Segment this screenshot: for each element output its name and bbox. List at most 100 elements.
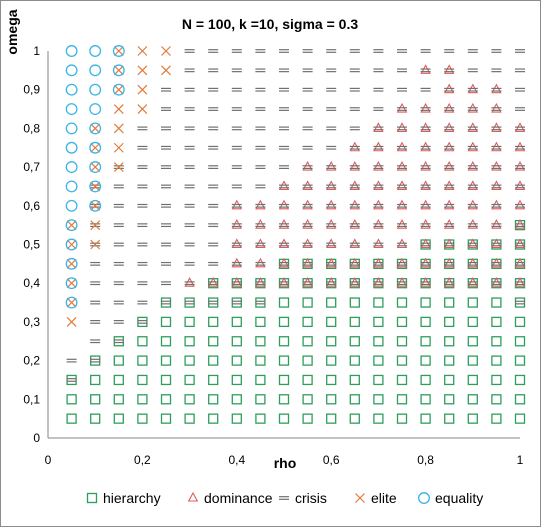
hierarchy-marker (255, 336, 266, 347)
crisis-marker (444, 242, 455, 247)
crisis-marker (231, 300, 242, 305)
elite-marker (113, 46, 124, 56)
crisis-marker (467, 145, 478, 150)
equality-marker (89, 103, 102, 116)
crisis-marker (137, 223, 148, 228)
crisis-marker (161, 107, 171, 111)
crisis-marker (420, 281, 431, 286)
crisis-marker (373, 281, 384, 286)
crisis-marker (326, 87, 337, 92)
crisis-marker (208, 281, 219, 286)
hierarchy-marker (208, 355, 219, 366)
crisis-marker (184, 223, 195, 228)
hierarchy-marker (514, 297, 526, 308)
hierarchy-marker (90, 355, 101, 366)
hierarchy-marker (373, 297, 384, 308)
hierarchy-marker (444, 336, 455, 347)
elite-marker (137, 65, 148, 76)
crisis-marker (420, 68, 431, 73)
crisis-marker (444, 281, 455, 286)
crisis-marker (161, 261, 171, 266)
crisis-marker (349, 242, 360, 247)
crisis-marker (373, 107, 384, 111)
x-tick-label: 1 (517, 453, 524, 467)
crisis-marker (397, 165, 407, 169)
crisis-marker (208, 145, 219, 150)
hierarchy-marker (113, 374, 124, 386)
y-tick-label: 0,3 (23, 315, 40, 329)
crisis-marker (444, 203, 455, 208)
crisis-marker (208, 242, 219, 247)
crisis-marker (467, 107, 478, 111)
hierarchy-marker (208, 336, 219, 347)
crisis-marker (137, 145, 148, 150)
hierarchy-marker (208, 394, 219, 405)
equality-marker (65, 219, 78, 232)
crisis-marker (420, 107, 431, 111)
crisis-marker (208, 87, 219, 92)
hierarchy-marker (231, 297, 242, 308)
hierarchy-marker (137, 394, 148, 405)
crisis-marker (302, 184, 313, 189)
crisis-marker (515, 184, 525, 189)
crisis-marker (184, 49, 195, 53)
crisis-marker (326, 68, 337, 73)
hierarchy-marker (420, 297, 431, 308)
hierarchy-marker (349, 336, 360, 347)
hierarchy-marker (444, 413, 455, 424)
hierarchy-marker (373, 374, 384, 386)
crisis-marker (161, 126, 171, 131)
hierarchy-marker (326, 394, 337, 405)
elite-marker (113, 123, 124, 134)
crisis-marker (161, 184, 171, 189)
legend: hierarchy dominance crisis elite equality (86, 490, 483, 506)
hierarchy-marker (113, 355, 124, 366)
crisis-marker (90, 300, 101, 305)
hierarchy-marker (396, 394, 408, 405)
y-tick-labels: 0 0,1 0,2 0,3 0,4 0,5 0,6 0,7 0,8 0,9 1 (23, 44, 40, 445)
hierarchy-marker (420, 355, 431, 366)
crisis-marker (491, 145, 502, 150)
elite-marker (113, 84, 124, 95)
crisis-marker (302, 261, 313, 266)
elite-marker (161, 46, 171, 56)
hierarchy-marker (467, 374, 478, 386)
hierarchy-marker (255, 394, 266, 405)
crisis-marker (467, 49, 478, 53)
crisis-marker (491, 242, 502, 247)
hierarchy-marker (326, 374, 337, 386)
crisis-marker (113, 300, 124, 305)
crisis-marker (467, 165, 478, 169)
crisis-marker (137, 203, 148, 208)
crisis-marker (231, 223, 242, 228)
crisis-marker (397, 184, 407, 189)
crisis-marker (373, 68, 384, 73)
crisis-marker (467, 242, 478, 247)
crisis-marker (491, 68, 502, 73)
hierarchy-marker (467, 316, 478, 328)
hierarchy-marker (514, 316, 526, 328)
crisis-marker (420, 184, 431, 189)
hierarchy-marker (184, 297, 195, 308)
crisis-marker (349, 126, 360, 131)
hierarchy-marker (231, 413, 242, 424)
x-tick-label: 0,6 (323, 453, 340, 467)
equality-marker (65, 64, 78, 77)
crisis-marker (113, 261, 124, 266)
x-tick-label: 0,2 (134, 453, 151, 467)
hierarchy-marker (514, 374, 526, 386)
hierarchy-marker (137, 336, 148, 347)
hierarchy-marker (278, 374, 290, 386)
hierarchy-marker (255, 413, 266, 424)
crisis-marker (420, 203, 431, 208)
crisis-marker (90, 242, 101, 247)
crisis-marker (349, 68, 360, 73)
hierarchy-marker (231, 316, 242, 328)
legend-item-crisis: crisis (279, 490, 327, 506)
hierarchy-marker (66, 413, 77, 424)
crisis-marker (137, 126, 148, 131)
crisis-marker (373, 203, 384, 208)
equality-marker (65, 277, 78, 290)
crisis-marker (444, 87, 455, 92)
